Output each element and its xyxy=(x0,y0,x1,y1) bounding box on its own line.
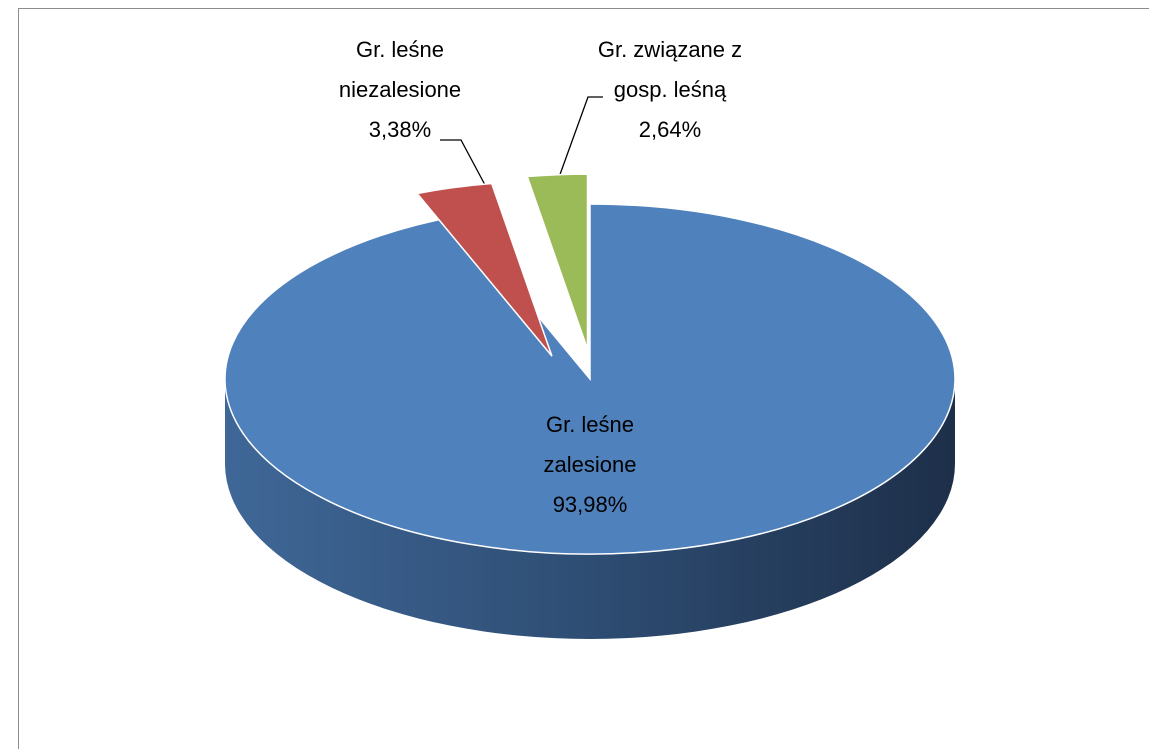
leader-line xyxy=(557,96,603,181)
slice-label: Gr. leśne niezalesione 3,38% xyxy=(320,30,480,150)
pie-slice xyxy=(415,182,553,357)
value-label: 93,98% xyxy=(552,492,628,517)
slice-label: Gr. związane z gosp. leśną 2,64% xyxy=(590,30,750,150)
category-label: Gr. związane z gosp. leśną xyxy=(597,37,743,102)
pie-side xyxy=(225,379,955,639)
slice-label: Gr. leśne zalesione 93,98% xyxy=(510,405,670,525)
category-label: Gr. leśne zalesione xyxy=(543,412,637,477)
pie-slice xyxy=(526,173,589,350)
category-label: Gr. leśne niezalesione xyxy=(338,37,462,102)
value-label: 3,38% xyxy=(368,117,432,142)
value-label: 2,64% xyxy=(638,117,702,142)
pie-slice xyxy=(224,203,956,555)
leader-line xyxy=(440,139,493,199)
chart-frame xyxy=(18,8,1149,749)
